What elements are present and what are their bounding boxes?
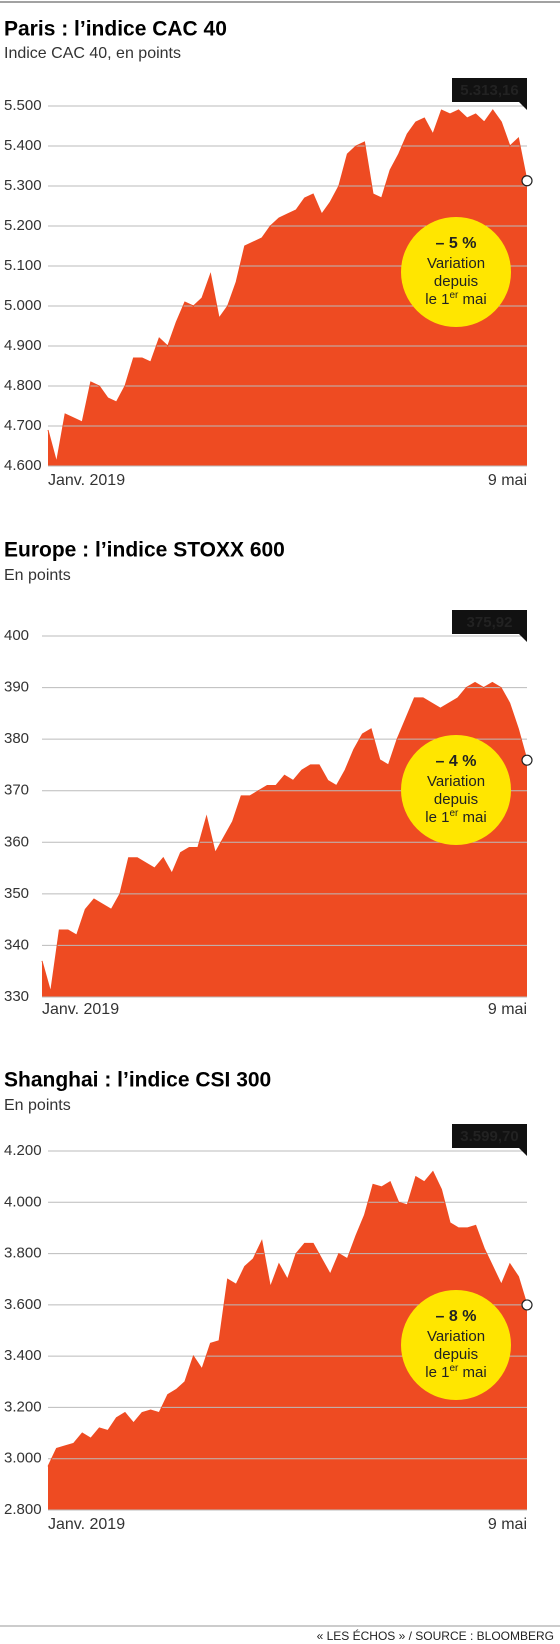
variation-text: Variation [427,1328,485,1345]
variation-change: – 8 % [436,1308,477,1325]
variation-text-part: le 1 [425,1364,449,1381]
variation-text: depuis [434,1346,478,1363]
variation-text: depuis [434,273,478,290]
chart-title: Paris : l’indice CAC 40 [4,18,227,41]
y-tick-label: 3.400 [4,1347,42,1364]
area-line [47,109,528,463]
chart-subtitle: Indice CAC 40, en points [4,45,181,62]
y-tick-label: 340 [4,936,29,953]
x-tick-label: Janv. 2019 [48,1516,125,1533]
y-tick-label: 5.500 [4,97,42,114]
y-tick-label: 5.200 [4,217,42,234]
variation-text-part: er [449,808,459,819]
y-tick-label: 370 [4,782,29,799]
y-tick-label: 360 [4,833,29,850]
y-tick-label: 3.200 [4,1398,42,1415]
chart-subtitle: En points [4,567,71,584]
last-label-pointer [519,1148,527,1156]
last-point [521,175,533,187]
area-line [41,681,528,992]
area-fill [48,110,527,466]
y-tick-label: 4.800 [4,377,42,394]
y-tick-label: 2.800 [4,1501,42,1518]
last-label: 5.313,16 [460,82,518,99]
chart-subtitle: En points [4,1097,71,1114]
x-tick-label: Janv. 2019 [48,472,125,489]
variation-text: Variation [427,255,485,272]
variation-text-part: mai [458,1364,486,1381]
last-label-pointer [519,634,527,642]
y-tick-label: 400 [4,627,29,644]
y-tick-label: 380 [4,730,29,747]
area-fill [42,682,527,997]
variation-text: depuis [434,791,478,808]
x-tick-label: 9 mai [488,472,527,489]
variation-change: – 4 % [436,753,477,770]
y-tick-label: 390 [4,679,29,696]
y-tick-label: 330 [4,988,29,1005]
variation-text-part: er [449,290,459,301]
last-point [521,754,533,766]
variation-text: Variation [427,773,485,790]
x-tick-label: 9 mai [488,1001,527,1018]
variation-change: – 5 % [436,235,477,252]
x-tick-label: 9 mai [488,1516,527,1533]
y-tick-label: 5.100 [4,257,42,274]
x-tick-label: Janv. 2019 [42,1001,119,1018]
y-tick-label: 4.900 [4,337,42,354]
last-label-box [452,610,527,634]
last-label: 3.599,70 [460,1128,518,1145]
y-tick-label: 4.000 [4,1193,42,1210]
variation-text-part: mai [458,291,486,308]
area-fill [48,1171,527,1510]
y-tick-label: 4.600 [4,457,42,474]
y-tick-label: 4.200 [4,1142,42,1159]
y-tick-label: 5.400 [4,137,42,154]
y-tick-label: 3.800 [4,1245,42,1262]
variation-bubble [401,217,511,327]
chart-title: Shanghai : l’indice CSI 300 [4,1069,271,1092]
y-tick-label: 5.300 [4,177,42,194]
source: « LES ÉCHOS » / SOURCE : BLOOMBERG [317,1628,554,1643]
variation-text: le 1er mai [425,1363,486,1381]
y-tick-label: 3.600 [4,1296,42,1313]
last-point [521,1299,533,1311]
y-tick-label: 5.000 [4,297,42,314]
variation-text: le 1er mai [425,808,486,826]
last-label-pointer [519,102,527,110]
variation-bubble [401,735,511,845]
variation-text-part: le 1 [425,809,449,826]
chart-title: Europe : l’indice STOXX 600 [4,539,285,562]
last-label-box [452,78,527,102]
variation-text: le 1er mai [425,290,486,308]
variation-text-part: mai [458,809,486,826]
last-label: 375,92 [467,614,513,631]
y-tick-label: 3.000 [4,1450,42,1467]
last-label-box [452,1124,527,1148]
area-line [47,1170,528,1467]
variation-text-part: le 1 [425,291,449,308]
y-tick-label: 4.700 [4,417,42,434]
variation-bubble [401,1290,511,1400]
variation-text-part: er [449,1363,459,1374]
y-tick-label: 350 [4,885,29,902]
